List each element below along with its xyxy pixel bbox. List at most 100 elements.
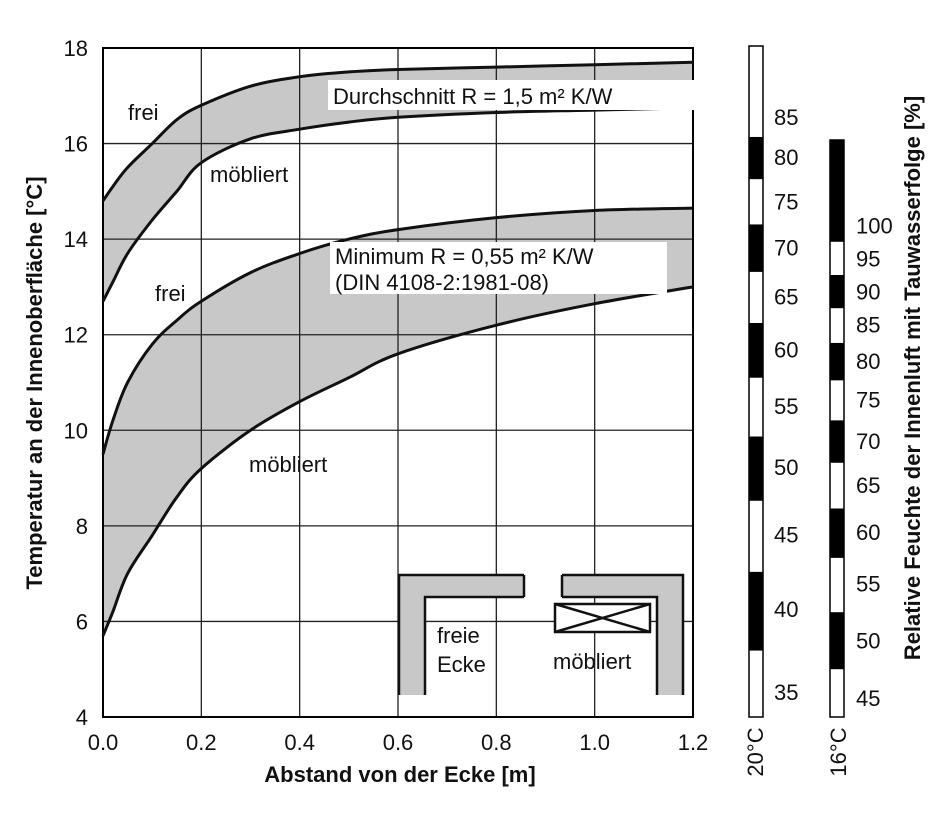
plot-frame xyxy=(102,47,694,718)
y-tick-label: 8 xyxy=(76,514,88,539)
scale-segment xyxy=(749,500,763,572)
annotation-layer: Durchschnitt R = 1,5 m² K/W frei möblier… xyxy=(128,80,696,677)
right-axis-title: Relative Feuchte der Innenluft mit Tauwa… xyxy=(900,96,925,660)
scale-value-label: 75 xyxy=(774,189,798,214)
axes-layer: Abstand von der Ecke [m] Temperatur an d… xyxy=(22,36,708,787)
band-2-frei-curve xyxy=(101,206,694,455)
y-tick-label: 12 xyxy=(64,323,88,348)
inset-wall xyxy=(399,575,524,597)
scale-frame xyxy=(748,45,764,718)
band2-frei-label: frei xyxy=(155,281,186,306)
scale-value-label: 95 xyxy=(856,246,880,271)
bands-layer xyxy=(103,62,693,636)
scale-segment xyxy=(830,140,844,242)
scale-segment xyxy=(830,557,844,613)
scale-segment xyxy=(830,612,844,670)
scale-segment xyxy=(749,377,763,437)
scale-value-label: 70 xyxy=(774,235,798,260)
y-tick-label: 16 xyxy=(64,132,88,157)
scale-segment xyxy=(830,308,844,343)
inset-wall xyxy=(399,575,425,695)
band-2-moebliert-curve xyxy=(101,285,694,637)
scale-value-label: 75 xyxy=(856,388,880,413)
scale-value-label: 65 xyxy=(774,284,798,309)
scale-segment xyxy=(749,271,763,324)
scale-value-label: 85 xyxy=(856,313,880,338)
scale-segment xyxy=(830,420,844,463)
band2-moebliert-label: möbliert xyxy=(249,452,327,477)
scale-20c-label: 20°C xyxy=(743,727,768,776)
scale-value-label: 40 xyxy=(774,597,798,622)
scale-value-label: 60 xyxy=(856,520,880,545)
scale-segment xyxy=(749,571,763,651)
scale-segment xyxy=(749,179,763,225)
x-tick-label: 0.0 xyxy=(88,730,119,755)
x-axis-title: Abstand von der Ecke [m] xyxy=(264,762,535,787)
scale-segment xyxy=(830,669,844,717)
inset-wall xyxy=(657,575,683,695)
scale-value-label: 55 xyxy=(856,572,880,597)
band1-label: Durchschnitt R = 1,5 m² K/W xyxy=(333,84,613,109)
band1-label-bg xyxy=(328,80,696,110)
band-2-area xyxy=(103,208,693,636)
scale-value-label: 35 xyxy=(774,680,798,705)
scale-value-label: 60 xyxy=(774,338,798,363)
inset-left-label-2: Ecke xyxy=(437,652,486,677)
inset-wall-line xyxy=(562,595,659,695)
scale-value-label: 50 xyxy=(774,455,798,480)
x-tick-label: 0.8 xyxy=(481,730,512,755)
band2-label-line2: (DIN 4108-2:1981-08) xyxy=(335,270,549,295)
scale-value-label: 80 xyxy=(856,349,880,374)
scale-segment xyxy=(749,650,763,717)
band2-label-bg xyxy=(330,242,667,294)
curves-layer xyxy=(101,60,694,637)
y-tick-label: 4 xyxy=(76,705,88,730)
inset-wall-line xyxy=(397,573,524,695)
y-tick-label: 6 xyxy=(76,609,88,634)
scale-segment xyxy=(830,462,844,509)
scale-segment xyxy=(830,380,844,421)
inset-wall xyxy=(562,575,683,597)
scale-value-label: 55 xyxy=(774,394,798,419)
scale-segment xyxy=(749,224,763,272)
band-1-moebliert-curve xyxy=(101,106,694,302)
y-axis-title: Temperatur an der Innenoberfläche [°C] xyxy=(22,176,47,589)
scale-value-label: 45 xyxy=(856,686,880,711)
scale-value-label: 50 xyxy=(856,629,880,654)
humidity-scales: Relative Feuchte der Innenluft mit Tauwa… xyxy=(743,45,925,777)
y-tick-label: 10 xyxy=(64,418,88,443)
scale-segment xyxy=(749,136,763,180)
scale-value-label: 65 xyxy=(856,473,880,498)
scale-value-label: 85 xyxy=(774,105,798,130)
scale-value-label: 90 xyxy=(856,280,880,305)
scale-16c-label: 16°C xyxy=(826,727,851,776)
scale-segment xyxy=(749,436,763,501)
inset-wall-line xyxy=(562,573,685,695)
inset-left-label-1: freie xyxy=(437,623,480,648)
grid-layer xyxy=(102,47,694,718)
room-inset xyxy=(397,573,685,695)
inset-wall-line xyxy=(423,595,524,695)
y-tick-label: 18 xyxy=(64,36,88,61)
y-tick-label: 14 xyxy=(64,227,88,252)
band1-frei-label: frei xyxy=(128,100,159,125)
band-1-area xyxy=(103,62,693,302)
scale-segment xyxy=(830,241,844,275)
x-tick-label: 1.2 xyxy=(678,730,709,755)
scale-segment xyxy=(749,323,763,378)
band-1-frei-curve xyxy=(101,60,694,202)
scale-segment xyxy=(830,508,844,558)
scale-value-label: 100 xyxy=(856,213,893,238)
x-tick-label: 0.4 xyxy=(284,730,315,755)
x-tick-label: 0.2 xyxy=(186,730,217,755)
scale-value-label: 70 xyxy=(856,429,880,454)
inset-right-label: möbliert xyxy=(553,649,631,674)
scale-value-label: 80 xyxy=(774,145,798,170)
scale-segment xyxy=(830,274,844,309)
x-tick-label: 1.0 xyxy=(579,730,610,755)
scale-value-label: 45 xyxy=(774,522,798,547)
scale-segment xyxy=(830,342,844,381)
band2-label: Minimum R = 0,55 m² K/W xyxy=(335,244,594,269)
